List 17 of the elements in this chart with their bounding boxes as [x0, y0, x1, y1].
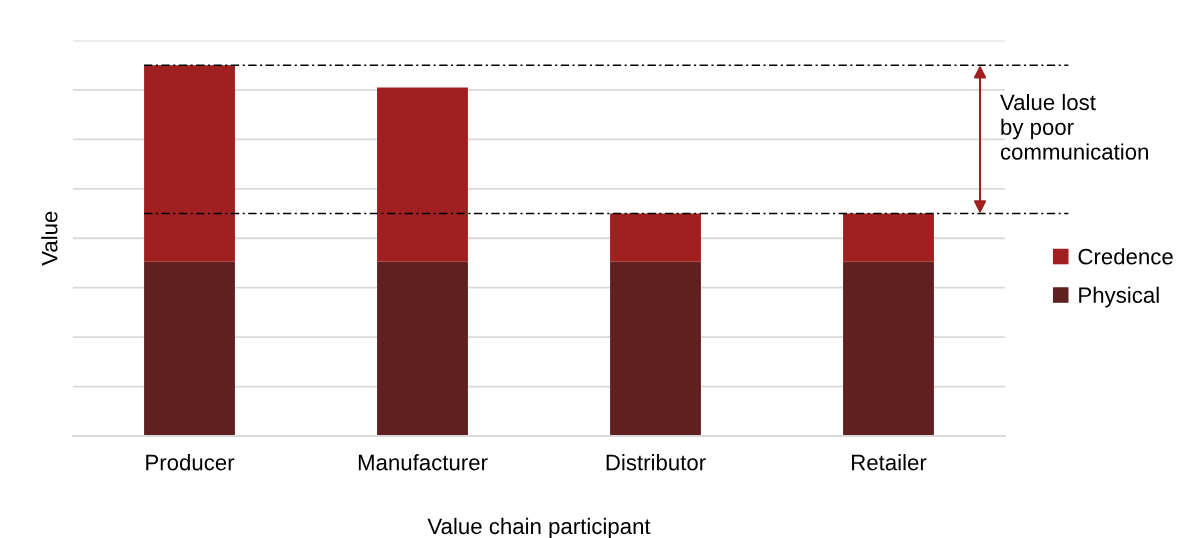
x-tick-label: Producer [146, 454, 235, 471]
bar [843, 261, 934, 436]
annotation: Value lost by poor communication [1000, 93, 1148, 160]
bar [377, 261, 468, 436]
bar [610, 213, 701, 262]
bar [144, 261, 235, 436]
bar [377, 87, 468, 262]
legend-label: Credence [1078, 248, 1173, 265]
bar [843, 213, 934, 262]
legend-label: Physical [1079, 286, 1159, 308]
y-axis-title: Value [41, 211, 58, 266]
bar [144, 65, 235, 262]
x-axis-title: Value chain participant [427, 517, 651, 538]
bar [610, 261, 701, 436]
x-tick-label: Manufacturer [358, 454, 488, 471]
x-tick-label: Retailer [852, 454, 927, 471]
x-tick-label: Distributor [606, 454, 706, 471]
